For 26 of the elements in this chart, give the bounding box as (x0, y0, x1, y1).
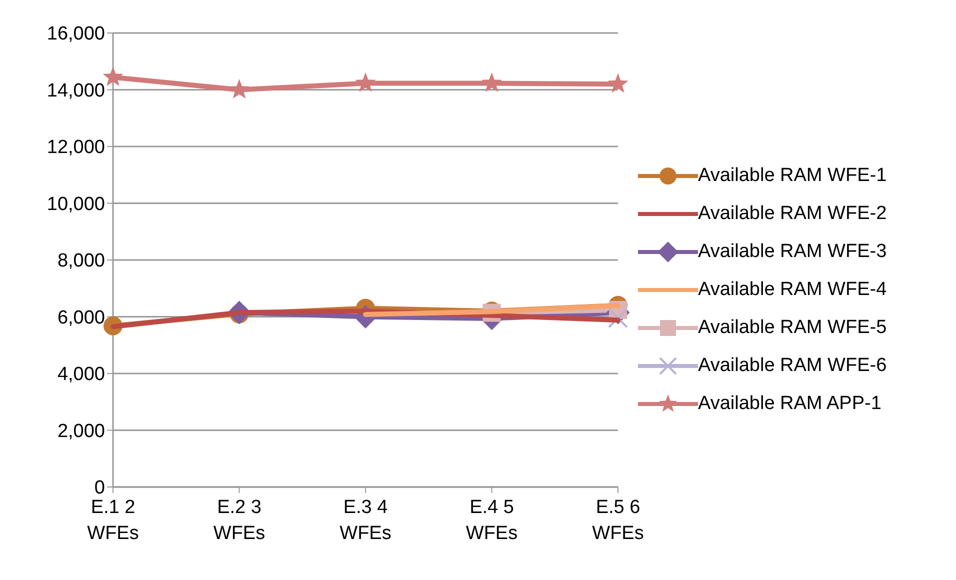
point (481, 72, 502, 92)
y-tick-label: 12,000 (46, 137, 105, 158)
legend-label: Available RAM WFE-4 (698, 279, 887, 301)
y-tick-label: 6,000 (57, 307, 105, 328)
x-tick-label: E.5 6 WFEs (592, 497, 644, 544)
y-tick-label: 0 (94, 478, 105, 499)
point (608, 73, 628, 93)
y-tick-label: 4,000 (57, 364, 105, 386)
legend-label: Available RAM WFE-6 (698, 355, 887, 377)
point (102, 66, 124, 86)
y-tick-label: 10,000 (46, 194, 105, 215)
legend-label: Available RAM APP-1 (698, 393, 882, 415)
legend-label: Available RAM WFE-2 (698, 203, 887, 225)
y-tick-label: 14,000 (46, 80, 105, 102)
legend-label: Available RAM WFE-5 (698, 317, 887, 339)
point (228, 78, 250, 98)
legend-label: Available RAM WFE-3 (698, 241, 887, 263)
y-tick-label: 2,000 (57, 420, 105, 442)
x-tick-label: E.4 5 WFEs (466, 497, 518, 544)
x-tick-label: E.3 4 WFEs (340, 497, 392, 544)
y-tick-label: 8,000 (57, 250, 105, 272)
legend-label: Available RAM WFE-1 (698, 165, 887, 187)
y-tick-label: 16,000 (46, 24, 105, 45)
point (355, 72, 376, 92)
x-tick-label: E.2 3 WFEs (213, 497, 266, 544)
x-tick-label: E.1 2 WFEs (87, 497, 139, 544)
